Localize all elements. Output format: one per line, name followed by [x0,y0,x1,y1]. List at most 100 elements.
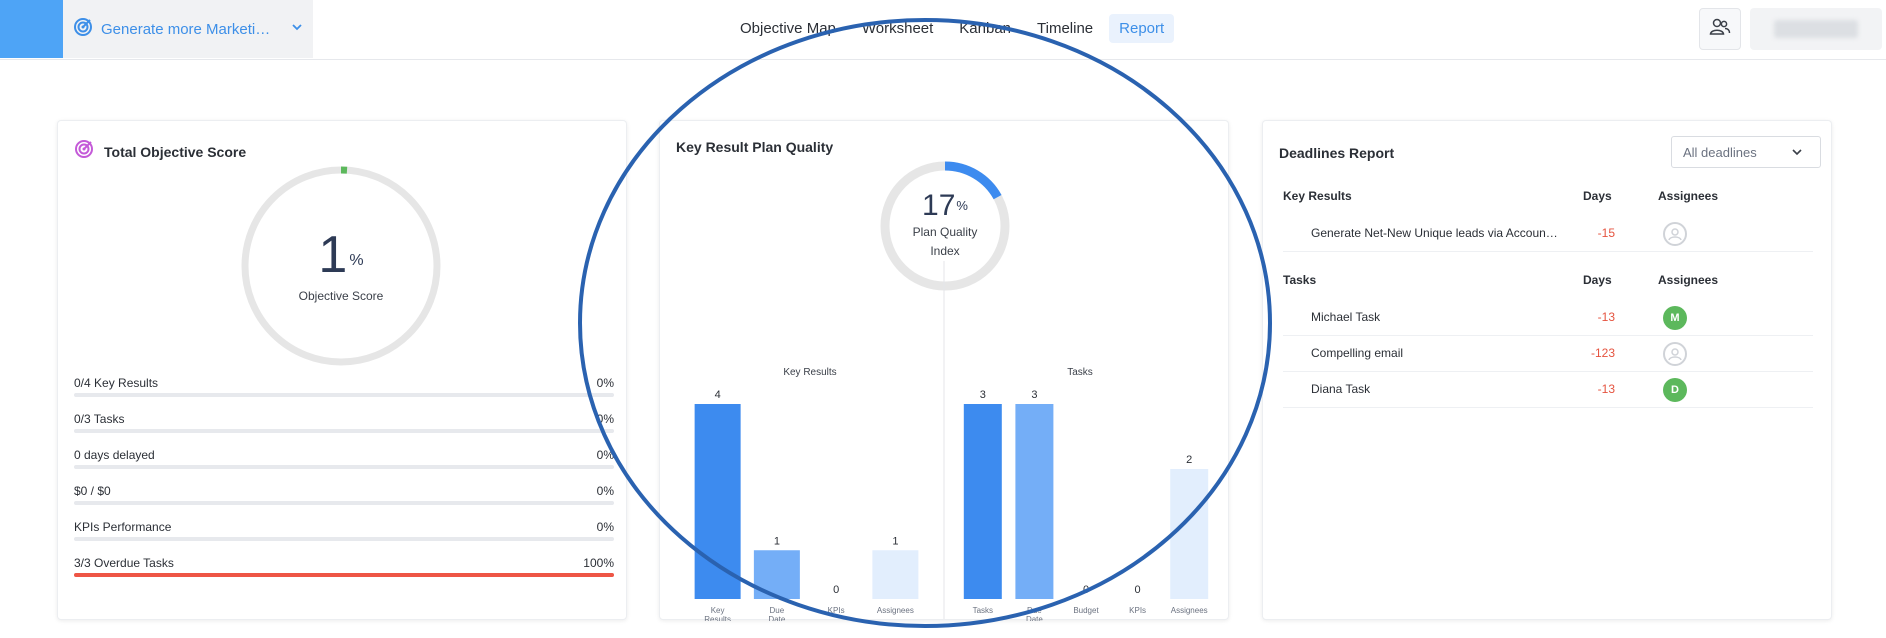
empty-avatar-icon [1663,222,1687,246]
metric-row: 0/4 Key Results 0% [74,374,614,410]
category-tick-label: Due [1027,606,1042,615]
key-results-header: Key Results Days Assignees [1283,189,1813,209]
quality-index-caption: Plan Quality Index [912,225,978,258]
avatar: D [1663,378,1687,402]
objective-selector[interactable]: Generate more Marketing … [63,0,313,58]
deadline-days: -13 [1597,382,1615,396]
users-icon [1709,18,1731,41]
metric-label: KPIs Performance [74,520,172,534]
bar-value-label: 3 [980,389,986,401]
avatar: M [1663,306,1687,330]
metric-label: 3/3 Overdue Tasks [74,556,174,570]
metric-progress-track [74,393,614,397]
score-metrics-list: 0/4 Key Results 0% 0/3 Tasks 0% 0 days d… [74,374,614,590]
category-tick-label: Assignees [877,606,914,615]
plan-quality-bar-charts: Key Results4KeyResults1DueDate0KPIs1Assi… [694,261,1209,621]
deadline-days: -123 [1590,346,1615,360]
metric-progress-track [74,465,614,469]
bar-value-label: 3 [1031,389,1037,401]
column-header-name: Tasks [1283,273,1317,287]
metric-progress-fill [74,573,614,577]
user-menu[interactable] [1750,8,1882,50]
category-tick-label: KPIs [828,606,845,615]
quality-index-value: 17% [922,189,968,222]
category-tick-label: Date [1026,615,1043,621]
metric-progress-track [74,573,614,577]
target-icon [73,17,93,42]
bar-value-label: 0 [1135,584,1141,596]
score-value: 1% [318,226,364,284]
column-header-assignees: Assignees [1658,189,1719,203]
top-bar: Generate more Marketing … Objective Map … [0,0,1886,60]
metric-value: 100% [583,556,614,570]
tab-kanban[interactable]: Kanban [959,20,1012,37]
task-deadline-row[interactable]: Compelling email -123 [1283,336,1813,372]
bar [694,404,741,599]
metric-row: 3/3 Overdue Tasks 100% [74,554,614,590]
task-deadline-row[interactable]: Diana Task -13 D [1283,372,1813,408]
tasks-header: Tasks Days Assignees [1283,273,1813,293]
bar [753,550,800,599]
app-corner-block[interactable] [0,0,63,58]
team-button[interactable] [1699,8,1741,50]
objective-score-donut: 1% Objective Score [241,166,441,366]
deadline-item-name: Generate Net-New Unique leads via Accoun… [1311,226,1558,240]
deadlines-card-title: Deadlines Report [1279,145,1395,161]
tab-worksheet[interactable]: Worksheet [861,20,934,37]
category-tick-label: Due [770,606,785,615]
bar-value-label: 0 [833,584,839,596]
metric-value: 0% [596,412,614,426]
bar [963,404,1002,599]
metric-progress-track [74,429,614,433]
metric-label: 0/4 Key Results [74,376,159,390]
category-tick-label: Results [704,615,731,621]
chevron-down-icon [290,20,304,39]
metric-value: 0% [596,448,614,462]
objective-title: Generate more Marketing … [101,20,276,38]
tab-timeline[interactable]: Timeline [1037,20,1094,37]
deadline-days: -15 [1597,226,1615,240]
metric-row: 0 days delayed 0% [74,446,614,482]
tab-report[interactable]: Report [1109,14,1175,43]
bar [1170,469,1209,599]
view-tabs: Objective Map Worksheet Kanban Timeline … [730,14,1175,43]
objective-score-card: Total Objective Score 1% Objective Score… [57,120,627,620]
deadline-filter-select[interactable]: All deadlines [1671,136,1821,168]
plan-quality-card: Key Result Plan Quality 17% Plan Quality… [659,120,1229,621]
redacted-user-name [1774,20,1858,38]
task-deadline-row[interactable]: Michael Task -13 M [1283,300,1813,336]
bar [872,550,919,599]
metric-value: 0% [596,484,614,498]
category-tick-label: Tasks [973,606,993,615]
empty-avatar-icon [1663,342,1687,366]
category-tick-label: Key [711,606,725,615]
metric-row: $0 / $0 0% [74,482,614,518]
bar-value-label: 2 [1186,454,1192,466]
quality-card-title: Key Result Plan Quality [676,139,834,155]
deadline-item-name: Michael Task [1311,310,1381,324]
column-header-name: Key Results [1283,189,1352,203]
deadline-item-name: Compelling email [1311,346,1404,360]
key-result-deadline-row[interactable]: Generate Net-New Unique leads via Accoun… [1283,216,1813,252]
metric-label: 0/3 Tasks [74,412,125,426]
metric-value: 0% [596,520,614,534]
column-header-days: Days [1583,273,1612,287]
bar-value-label: 0 [1083,584,1089,596]
bar-value-label: 1 [892,535,898,547]
chart-title: Tasks [1067,367,1093,378]
metric-row: KPIs Performance 0% [74,518,614,554]
bar-value-label: 4 [715,389,721,401]
score-card-header: Total Objective Score [74,139,246,164]
deadline-days: -13 [1597,310,1615,324]
deadline-item-name: Diana Task [1311,382,1371,396]
chevron-down-icon [1790,145,1804,162]
score-caption: Objective Score [298,289,384,303]
category-tick-label: Budget [1073,606,1099,615]
metric-progress-track [74,537,614,541]
deadlines-card: Deadlines Report All deadlines Key Resul… [1262,120,1832,620]
bar-value-label: 1 [774,535,780,547]
target-icon [74,139,94,164]
tab-objective-map[interactable]: Objective Map [740,20,836,37]
score-progress-arc [241,166,441,366]
score-card-title: Total Objective Score [104,143,247,160]
